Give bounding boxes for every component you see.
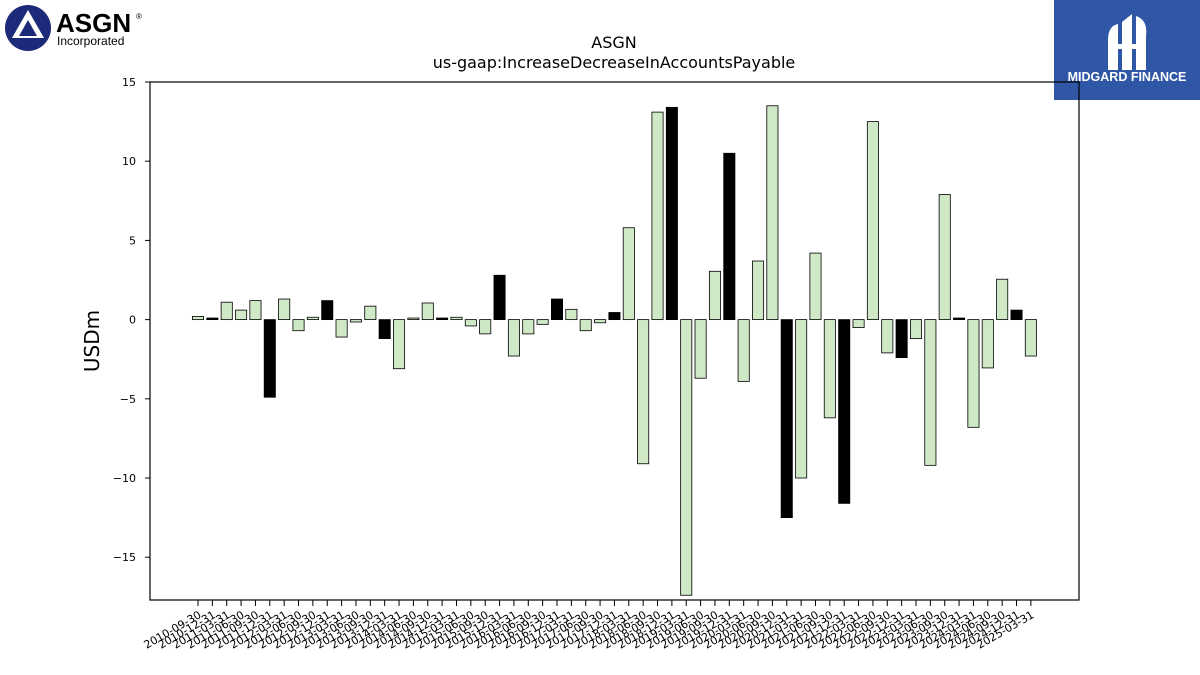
midgard-finance-text: MIDGARD FINANCE xyxy=(1068,70,1187,84)
asgn-logo-registered: ® xyxy=(136,12,142,21)
bar-2018-03-31 xyxy=(622,227,635,321)
bar-2023-12-31 xyxy=(953,317,966,321)
bar-2017-06-30 xyxy=(579,319,592,332)
bar-2025-03-31 xyxy=(1024,319,1037,357)
bar-2012-06-30 xyxy=(292,319,305,332)
bar-2019-09-30 xyxy=(708,270,721,321)
bar-2022-09-30 xyxy=(881,319,894,354)
bar-2010-09-30 xyxy=(191,316,204,321)
bar-2024-06-30 xyxy=(981,319,994,369)
bar-2014-03-31 xyxy=(393,319,406,370)
bar-2017-09-30 xyxy=(594,319,607,324)
bar-2016-09-30 xyxy=(536,319,549,325)
bar-2017-03-31 xyxy=(565,308,578,321)
y-tick-label: 10 xyxy=(122,155,136,168)
bar-2012-12-31 xyxy=(321,300,334,321)
asgn-logo: ASGN ® Incorporated xyxy=(4,4,144,56)
asgn-logo-subtitle: Incorporated xyxy=(57,34,124,48)
bar-2020-09-30 xyxy=(766,105,779,321)
bar-2020-03-31 xyxy=(737,319,750,382)
bar-2022-12-31 xyxy=(895,319,908,359)
bar-2013-12-31 xyxy=(378,319,391,340)
bar-2011-03-31 xyxy=(220,301,233,321)
y-tick-label: −15 xyxy=(113,551,136,564)
bar-2022-03-31 xyxy=(852,319,865,328)
bar-2024-12-31 xyxy=(1010,309,1023,321)
bar-2019-06-30 xyxy=(694,319,707,379)
bar-2014-09-30 xyxy=(421,302,434,321)
bar-2015-06-30 xyxy=(464,319,477,327)
y-tick-label: 5 xyxy=(129,234,136,247)
bar-2016-06-30 xyxy=(522,319,535,335)
y-axis-label: USDm xyxy=(80,310,104,372)
bar-2022-06-30 xyxy=(866,121,879,321)
bar-2020-12-31 xyxy=(780,319,793,519)
bar-2011-12-31 xyxy=(263,319,276,398)
bar-2021-09-30 xyxy=(823,319,836,419)
bar-2024-09-30 xyxy=(996,278,1009,321)
bar-2015-03-31 xyxy=(450,316,463,321)
chart-subtitle: us-gaap:IncreaseDecreaseInAccountsPayabl… xyxy=(433,53,796,72)
bar-2016-03-31 xyxy=(507,319,520,357)
bar-2023-03-31 xyxy=(910,319,923,340)
y-axis: −15 −10 −5 0 5 10 15 xyxy=(113,76,150,564)
bar-2013-03-31 xyxy=(335,319,348,338)
midgard-emblem-icon xyxy=(1108,14,1147,70)
y-tick-label: −10 xyxy=(113,472,136,485)
bar-2017-12-31 xyxy=(608,312,621,321)
y-tick-label: 0 xyxy=(129,314,136,327)
bar-2013-06-30 xyxy=(349,319,362,323)
bar-2014-12-31 xyxy=(436,317,449,321)
bar-2024-03-31 xyxy=(967,319,980,428)
bar-2011-09-30 xyxy=(249,300,262,321)
bar-2023-09-30 xyxy=(938,194,951,321)
bar-2015-12-31 xyxy=(493,274,506,321)
bar-2016-12-31 xyxy=(551,298,564,321)
bar-2021-03-31 xyxy=(795,319,808,479)
asgn-logo-text: ASGN xyxy=(56,8,131,38)
midgard-finance-logo: MIDGARD FINANCE xyxy=(1054,0,1200,100)
y-tick-label: −5 xyxy=(120,393,136,406)
bar-2015-09-30 xyxy=(479,319,492,335)
chart-title: ASGN xyxy=(591,33,636,52)
bar-2012-09-30 xyxy=(306,316,319,321)
x-axis: 2010-09-302010-12-312011-03-312011-06-30… xyxy=(142,600,1036,652)
y-tick-label: 15 xyxy=(122,76,136,89)
bar-2019-12-31 xyxy=(723,152,736,321)
bar-2011-06-30 xyxy=(235,309,248,321)
bar-2010-12-31 xyxy=(206,317,219,321)
bars-group xyxy=(191,105,1037,596)
plot-frame xyxy=(149,81,1080,601)
bar-2021-06-30 xyxy=(809,252,822,321)
bar-2021-12-31 xyxy=(838,319,851,504)
bar-2020-06-30 xyxy=(752,260,765,321)
bar-2018-12-31 xyxy=(665,106,678,321)
bar-2018-06-30 xyxy=(637,319,650,465)
bar-2018-09-30 xyxy=(651,111,664,321)
bar-2019-03-31 xyxy=(680,319,693,596)
bar-2023-06-30 xyxy=(924,319,937,466)
bar-2012-03-31 xyxy=(278,298,291,321)
bar-2013-09-30 xyxy=(364,305,377,321)
bar-2014-06-30 xyxy=(407,317,420,321)
